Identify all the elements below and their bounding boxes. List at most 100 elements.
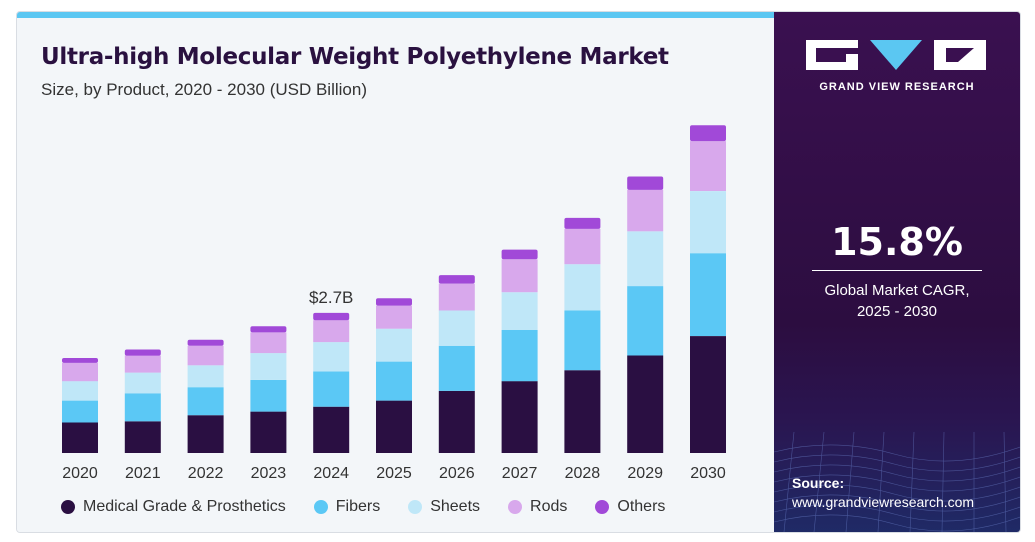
bar-segment-2029-rods	[627, 189, 664, 232]
cagr-label: Global Market CAGR, 2025 - 2030	[774, 280, 1020, 322]
bar-segment-2026-rods	[438, 283, 475, 311]
bar-segment-2021-sheets	[124, 372, 161, 394]
bar-segment-2021-fibers	[124, 393, 161, 422]
bar-segment-2029-others	[627, 176, 664, 190]
chart-panel: Ultra-high Molecular Weight Polyethylene…	[17, 18, 774, 532]
legend-swatch-fibers	[313, 500, 328, 514]
bar-segment-2024-rods	[313, 320, 350, 343]
legend-swatch-rods	[508, 500, 523, 514]
bar-segment-2020-medical-grade-prosthetics	[62, 422, 98, 453]
x-tick-label-2021: 2021	[125, 465, 161, 482]
bar-segment-2023-fibers	[250, 379, 287, 412]
bar-segment-2027-fibers	[501, 330, 538, 382]
legend-item-sheets: Sheets	[408, 498, 480, 516]
accent-bar	[17, 12, 774, 18]
bar-segment-2025-fibers	[376, 361, 412, 401]
chart-legend: Medical Grade & Prosthetics Fibers Sheets R…	[61, 496, 665, 518]
bar-segment-2030-fibers	[690, 253, 726, 336]
bar-segment-2023-rods	[250, 332, 287, 354]
bar-segment-2025-sheets	[376, 328, 412, 362]
bar-segment-2024-fibers	[313, 371, 350, 407]
x-tick-label-2022: 2022	[188, 465, 224, 482]
bar-segment-2023-sheets	[250, 353, 287, 380]
bar-segment-2028-others	[564, 217, 601, 229]
bar-segment-2020-rods	[62, 362, 98, 382]
bar-segment-2022-rods	[187, 345, 224, 366]
bar-segment-2027-sheets	[501, 292, 538, 330]
bar-segment-2024-sheets	[313, 342, 350, 372]
chart-title: Ultra-high Molecular Weight Polyethylene…	[41, 44, 669, 70]
bar-segment-2025-medical-grade-prosthetics	[376, 400, 412, 453]
bar-segment-2030-rods	[690, 141, 726, 191]
wave-pattern	[774, 432, 1020, 532]
bar-segment-2026-others	[438, 275, 475, 284]
bar-segment-2022-others	[187, 339, 224, 346]
grand-view-research-logo	[806, 40, 986, 70]
brand-name: GRAND VIEW RESEARCH	[819, 81, 975, 93]
bar-segment-2020-sheets	[62, 381, 98, 401]
bar-segment-2022-fibers	[187, 387, 224, 416]
bar-segment-2026-sheets	[438, 310, 475, 346]
bar-segment-2021-others	[124, 349, 161, 356]
bar-segment-2021-rods	[124, 355, 161, 373]
bar-segment-2021-medical-grade-prosthetics	[124, 421, 161, 453]
bar-segment-2022-sheets	[187, 365, 224, 388]
bar-segment-2030-sheets	[690, 191, 726, 254]
cagr-value: 15.8%	[831, 220, 963, 264]
bar-segment-2024-others	[313, 312, 350, 321]
bar-segment-2028-medical-grade-prosthetics	[564, 370, 601, 453]
bar-segment-2024-medical-grade-prosthetics	[313, 406, 350, 453]
bar-segment-2028-fibers	[564, 310, 601, 371]
x-tick-label-2030: 2030	[690, 465, 726, 482]
cagr-label-line-1: Global Market CAGR,	[824, 282, 970, 299]
x-tick-label-2025: 2025	[376, 465, 412, 482]
data-label-2024: $2.7B	[309, 288, 353, 307]
bar-segment-2025-others	[376, 298, 412, 306]
bar-segment-2029-sheets	[627, 231, 664, 287]
cagr-divider	[812, 270, 982, 271]
legend-item-medical-grade-prosthetics: Medical Grade & Prosthetics	[61, 498, 286, 516]
bar-segment-2029-medical-grade-prosthetics	[627, 355, 664, 453]
bar-segment-2028-sheets	[564, 264, 601, 311]
x-tick-label-2024: 2024	[313, 465, 349, 482]
legend-label-others: Others	[617, 498, 666, 515]
bar-segment-2027-others	[501, 249, 538, 260]
bar-segment-2023-medical-grade-prosthetics	[250, 411, 287, 453]
legend-swatch-medical-grade-prosthetics	[61, 500, 75, 514]
bar-segment-2030-others	[690, 125, 726, 142]
x-tick-label-2023: 2023	[251, 465, 287, 482]
bar-segment-2022-medical-grade-prosthetics	[187, 415, 224, 453]
legend-label-sheets: Sheets	[430, 498, 481, 515]
legend-label-fibers: Fibers	[335, 498, 381, 515]
cagr-label-line-2: 2025 - 2030	[856, 303, 938, 320]
x-tick-label-2029: 2029	[627, 465, 663, 482]
bar-segment-2030-medical-grade-prosthetics	[690, 336, 726, 453]
bar-segment-2020-others	[62, 358, 98, 363]
bar-segment-2027-rods	[501, 259, 538, 293]
bar-segment-2027-medical-grade-prosthetics	[501, 381, 538, 453]
infographic-card: Ultra-high Molecular Weight Polyethylene…	[16, 11, 1021, 533]
x-tick-label-2020: 2020	[62, 465, 98, 482]
legend-item-fibers: Fibers	[313, 498, 381, 516]
legend-item-rods: Rods	[508, 498, 567, 516]
source-label: Source:	[792, 475, 845, 491]
bar-segment-2028-rods	[564, 228, 601, 265]
bar-segment-2026-medical-grade-prosthetics	[438, 390, 475, 453]
x-tick-label-2028: 2028	[565, 465, 601, 482]
legend-label-rods: Rods	[530, 498, 568, 515]
bar-segment-2025-rods	[376, 305, 412, 329]
legend-swatch-sheets	[408, 500, 423, 514]
bar-segment-2020-fibers	[62, 400, 98, 423]
stacked-bar-chart: 2020 2021 2022 2023 $2.7B 2024 2025 2026 2027 202…	[62, 125, 726, 482]
legend-item-others: Others	[595, 498, 665, 516]
source-link[interactable]: www.grandviewresearch.com	[792, 494, 975, 510]
summary-panel: GRAND VIEW RESEARCH 15.8% Global Market …	[774, 12, 1020, 532]
bar-segment-2023-others	[250, 326, 287, 333]
x-tick-label-2027: 2027	[502, 465, 538, 482]
bar-segment-2026-fibers	[438, 345, 475, 391]
legend-swatch-others	[595, 500, 610, 514]
x-tick-label-2026: 2026	[439, 465, 475, 482]
legend-label-medical-grade-prosthetics: Medical Grade & Prosthetics	[83, 498, 286, 515]
chart-subtitle: Size, by Product, 2020 - 2030 (USD Billi…	[41, 80, 367, 99]
bar-segment-2029-fibers	[627, 286, 664, 356]
